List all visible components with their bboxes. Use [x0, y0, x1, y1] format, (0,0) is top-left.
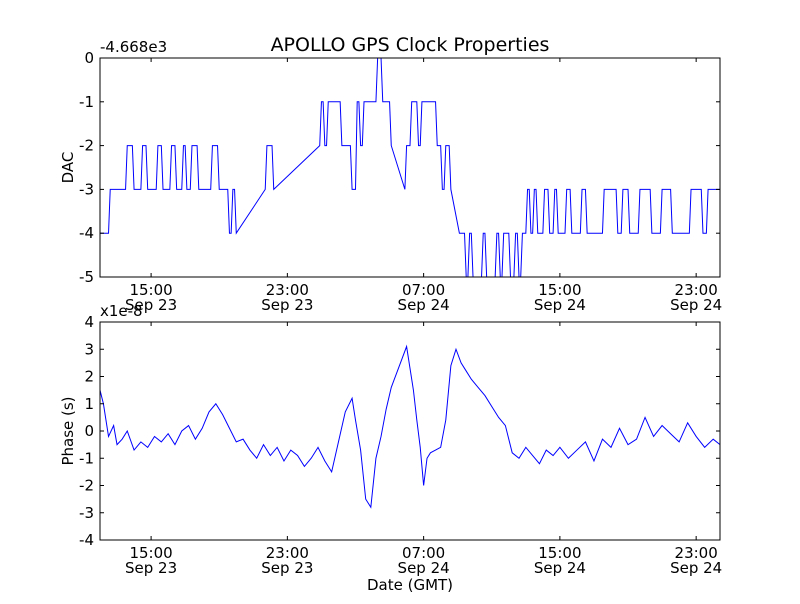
- x-tick-label-date: Sep 24: [398, 296, 450, 314]
- x-tick-label-date: Sep 24: [670, 296, 722, 314]
- series-line-1: [100, 344, 720, 509]
- x-tick-label-date: Sep 23: [261, 296, 313, 314]
- x-tick-label-time: 07:00: [402, 281, 445, 299]
- x-tick-label-date: Sep 23: [261, 559, 313, 577]
- x-tick-label-date: Sep 23: [125, 559, 177, 577]
- y-tick-label: -2: [79, 137, 94, 155]
- y-axis-label: DAC: [59, 152, 77, 184]
- x-tick-label-time: 23:00: [266, 544, 309, 562]
- y-tick-label: -1: [79, 449, 94, 467]
- axis-offset-label: -4.668e3: [100, 38, 167, 56]
- y-tick-label: -3: [79, 180, 94, 198]
- y-tick-label: -4: [79, 531, 94, 549]
- x-tick-label-time: 23:00: [266, 281, 309, 299]
- axes-frame: [99, 57, 721, 278]
- y-tick-label: -3: [79, 504, 94, 522]
- x-tick-label-time: 15:00: [538, 281, 581, 299]
- x-tick-label-time: 07:00: [402, 544, 445, 562]
- axis-offset-label: x1e-8: [100, 302, 143, 320]
- y-axis-label: Phase (s): [59, 396, 77, 465]
- series-line-1: [100, 58, 720, 277]
- x-tick-label-date: Sep 24: [534, 296, 586, 314]
- x-tick-label-date: Sep 24: [398, 559, 450, 577]
- y-tick-label: -5: [79, 268, 94, 286]
- x-tick-label-date: Sep 24: [534, 559, 586, 577]
- y-tick-label: 1: [84, 395, 94, 413]
- y-tick-label: -1: [79, 93, 94, 111]
- y-tick-label: 2: [84, 368, 94, 386]
- x-tick-label-time: 23:00: [675, 544, 718, 562]
- y-tick-label: 3: [84, 340, 94, 358]
- y-tick-label: 0: [84, 422, 94, 440]
- x-tick-label-date: Sep 24: [670, 559, 722, 577]
- y-tick-label: 4: [84, 313, 94, 331]
- y-tick-label: 0: [84, 49, 94, 67]
- x-tick-label-time: 15:00: [129, 544, 172, 562]
- x-tick-label-time: 15:00: [129, 281, 172, 299]
- x-tick-label-time: 23:00: [675, 281, 718, 299]
- x-axis-label: Date (GMT): [367, 576, 453, 594]
- x-tick-label-time: 15:00: [538, 544, 581, 562]
- y-tick-label: -2: [79, 477, 94, 495]
- y-tick-label: -4: [79, 224, 94, 242]
- figure-title: APOLLO GPS Clock Properties: [271, 34, 550, 56]
- x-tick-label-date: Sep 23: [125, 296, 177, 314]
